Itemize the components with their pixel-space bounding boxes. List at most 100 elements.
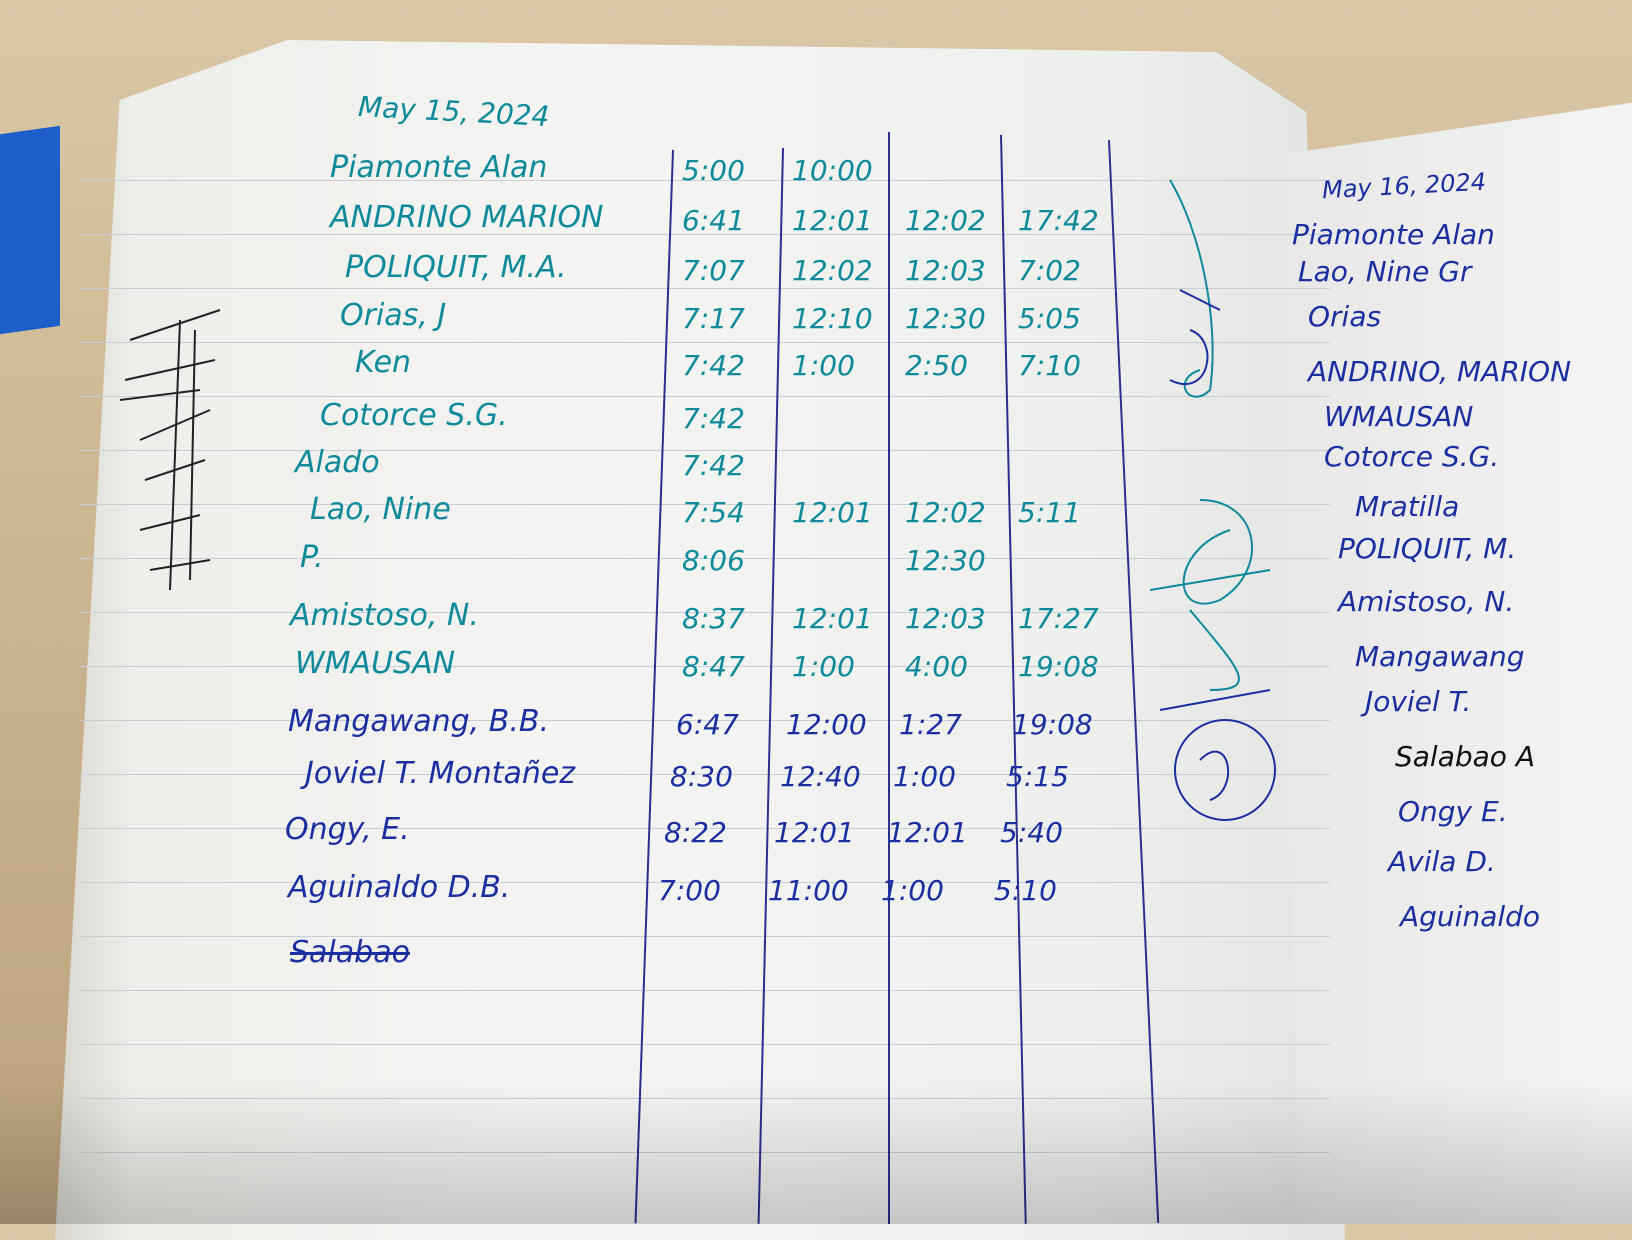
time-in-pm: 12:01 xyxy=(887,816,968,849)
time-in-am: 8:37 xyxy=(682,602,745,635)
row-name: Amistoso, N. xyxy=(290,598,479,633)
row-name: ANDRINO MARION xyxy=(330,200,604,235)
time-out-am: 12:01 xyxy=(792,602,873,635)
shadow xyxy=(0,1080,1632,1224)
right-page xyxy=(1270,100,1632,1224)
row-name: Piamonte Alan xyxy=(330,150,548,185)
row-name: Mangawang, B.B. xyxy=(288,704,549,739)
ruled-line xyxy=(80,342,1330,343)
ruled-line xyxy=(80,990,1330,991)
time-in-am: 8:47 xyxy=(682,650,745,683)
right-page-name: Salabao A xyxy=(1395,740,1535,773)
time-out-am: 12:10 xyxy=(792,302,873,335)
time-in-am: 7:42 xyxy=(682,402,745,435)
right-page-name: Mangawang xyxy=(1355,640,1525,673)
time-in-pm: 4:00 xyxy=(905,650,968,683)
time-out-am: 11:00 xyxy=(768,874,849,907)
time-in-am: 7:54 xyxy=(682,496,745,529)
time-in-am: 8:06 xyxy=(682,544,745,577)
time-in-am: 7:17 xyxy=(682,302,745,335)
tally-marks xyxy=(120,309,221,591)
time-in-am: 8:22 xyxy=(664,816,727,849)
time-out-pm: 17:42 xyxy=(1018,204,1099,237)
row-name: Aguinaldo D.B. xyxy=(288,870,511,905)
time-in-pm: 1:00 xyxy=(893,760,956,793)
row-name: Cotorce S.G. xyxy=(320,398,508,433)
time-out-am: 1:00 xyxy=(792,349,855,382)
time-out-pm: 5:15 xyxy=(1006,760,1069,793)
row-name: Orias, J xyxy=(340,298,447,333)
time-out-pm: 7:02 xyxy=(1018,254,1081,287)
ruled-line xyxy=(80,450,1330,451)
time-in-pm: 12:02 xyxy=(905,496,986,529)
time-out-am: 10:00 xyxy=(792,154,873,187)
time-out-pm: 5:05 xyxy=(1018,302,1081,335)
ruled-line xyxy=(80,288,1330,289)
right-page-name: Aguinaldo xyxy=(1400,900,1541,933)
time-out-pm: 7:10 xyxy=(1018,349,1081,382)
ruled-line xyxy=(80,612,1330,613)
time-out-am: 12:01 xyxy=(792,204,873,237)
row-name: P. xyxy=(300,540,324,575)
time-out-am: 12:02 xyxy=(792,254,873,287)
right-page-name: Piamonte Alan xyxy=(1292,218,1495,251)
ruled-line xyxy=(80,1098,1330,1099)
time-out-am: 1:00 xyxy=(792,650,855,683)
right-page-name: Avila D. xyxy=(1388,845,1496,878)
time-in-pm: 1:00 xyxy=(881,874,944,907)
time-in-am: 7:42 xyxy=(682,449,745,482)
right-page-name: Mratilla xyxy=(1355,490,1460,523)
ruled-line xyxy=(80,234,1330,235)
ruled-line xyxy=(80,180,1330,181)
time-out-pm: 17:27 xyxy=(1018,602,1099,635)
row-name: Lao, Nine xyxy=(310,492,451,527)
time-in-am: 6:41 xyxy=(682,204,745,237)
row-name: WMAUSAN xyxy=(295,646,456,681)
time-out-am: 12:01 xyxy=(792,496,873,529)
time-in-am: 6:47 xyxy=(676,708,739,741)
time-in-am: 7:07 xyxy=(682,254,745,287)
right-page-name: Orias xyxy=(1308,300,1382,333)
time-out-pm: 5:11 xyxy=(1018,496,1081,529)
ruled-line xyxy=(80,1044,1330,1045)
time-in-pm: 12:30 xyxy=(905,544,986,577)
time-out-pm: 5:40 xyxy=(1000,816,1063,849)
ruled-line xyxy=(80,936,1330,937)
time-in-am: 8:30 xyxy=(670,760,733,793)
time-out-am: 12:00 xyxy=(786,708,867,741)
time-out-am: 12:01 xyxy=(774,816,855,849)
right-page-name: Joviel T. xyxy=(1365,685,1472,718)
time-in-pm: 12:03 xyxy=(905,602,986,635)
time-in-pm: 2:50 xyxy=(905,349,968,382)
right-page-name: Amistoso, N. xyxy=(1338,585,1515,618)
time-out-pm: 19:08 xyxy=(1012,708,1093,741)
right-page-name: POLIQUIT, M. xyxy=(1338,532,1517,565)
notebook-cover xyxy=(0,125,60,335)
signatures-column xyxy=(1150,179,1276,821)
row-name: POLIQUIT, M.A. xyxy=(345,250,567,285)
right-page-name: Lao, Nine Gr xyxy=(1298,255,1472,288)
right-page-name: WMAUSAN xyxy=(1324,400,1474,433)
row-name: Joviel T. Montañez xyxy=(305,756,576,791)
column-divider xyxy=(888,132,890,1224)
row-name: Ongy, E. xyxy=(285,812,410,847)
time-in-pm: 12:02 xyxy=(905,204,986,237)
time-out-pm: 5:10 xyxy=(994,874,1057,907)
ruled-line xyxy=(80,774,1330,775)
ruled-line xyxy=(80,720,1330,721)
ruled-line xyxy=(80,396,1330,397)
ruled-line xyxy=(80,1152,1330,1153)
ruled-line xyxy=(80,828,1330,829)
time-in-pm: 1:27 xyxy=(899,708,962,741)
row-name: Alado xyxy=(295,445,380,480)
row-name: Ken xyxy=(355,345,412,380)
ruled-line xyxy=(80,882,1330,883)
right-page-name: ANDRINO, MARION xyxy=(1308,355,1572,388)
time-out-am: 12:40 xyxy=(780,760,861,793)
time-out-pm: 19:08 xyxy=(1018,650,1099,683)
ruled-line xyxy=(80,504,1330,505)
ruled-line xyxy=(80,666,1330,667)
right-page-name: Cotorce S.G. xyxy=(1324,440,1500,473)
crossed-out-name: Salabao xyxy=(290,935,410,970)
ruled-line xyxy=(80,558,1330,559)
